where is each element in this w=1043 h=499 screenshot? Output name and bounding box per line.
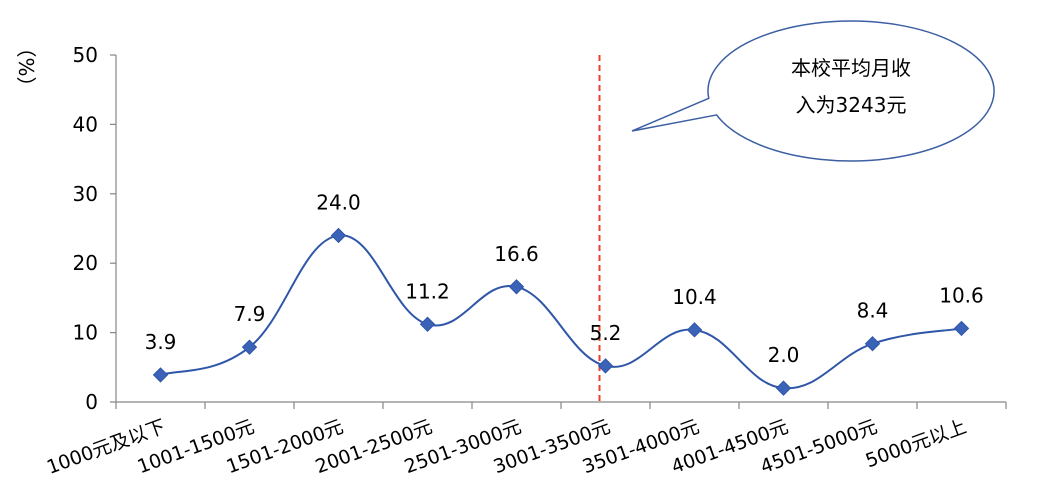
y-tick-label: 20 (73, 251, 98, 275)
x-axis: 1000元及以下1001-1500元1501-2000元2001-2500元25… (44, 401, 1007, 479)
y-tick-label: 30 (73, 182, 98, 206)
callout-line-1: 本校平均月收 (791, 56, 911, 80)
data-point (864, 335, 881, 352)
y-tick-label: 40 (73, 112, 98, 136)
callout-bubble (631, 20, 995, 162)
data-point (508, 279, 525, 295)
callout-line-2: 入为3243元 (796, 93, 907, 117)
average-income-callout: 本校平均月收 入为3243元 (631, 20, 995, 162)
data-point (330, 227, 347, 244)
y-tick-label: 50 (73, 43, 98, 67)
y-tick-label: 10 (73, 321, 98, 345)
data-label: 7.9 (234, 302, 266, 326)
data-label: 24.0 (316, 190, 361, 214)
data-point (419, 316, 436, 332)
data-point (953, 320, 970, 337)
data-label: 16.6 (494, 242, 539, 266)
y-axis-label: （%） (14, 37, 38, 96)
y-tick-label: 0 (85, 390, 98, 414)
series: 3.9 7.9 24.0 11.2 16.6 5.2 10.4 2.0 8.4 10.6 (145, 190, 984, 396)
data-label: 5.2 (590, 321, 622, 345)
data-label: 11.2 (405, 279, 450, 303)
data-label: 10.4 (672, 285, 717, 309)
data-point (241, 339, 258, 355)
data-label: 3.9 (145, 330, 177, 354)
series-line (160, 234, 962, 390)
x-tick-label: 5000元以上 (863, 416, 970, 473)
data-point (775, 380, 792, 396)
data-point (597, 358, 614, 374)
y-axis: 0 10 20 30 40 50 (73, 43, 117, 414)
data-point (686, 322, 703, 338)
data-label: 10.6 (939, 283, 984, 307)
data-label: 2.0 (768, 343, 800, 367)
data-label: 8.4 (857, 299, 889, 323)
data-point (152, 367, 169, 383)
